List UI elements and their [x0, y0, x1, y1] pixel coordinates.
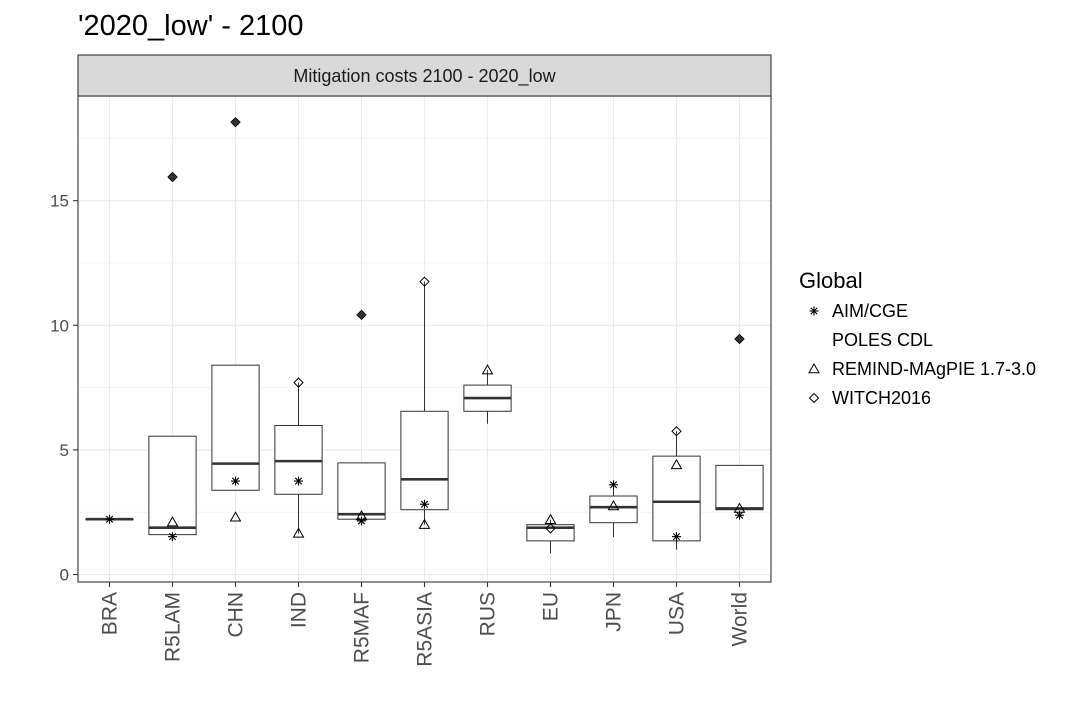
point-asterisk: [420, 499, 429, 509]
box-r5asia: [400, 281, 449, 525]
box-body: [400, 410, 449, 511]
point-triangle: [355, 509, 368, 521]
facet-strip: [77, 54, 772, 97]
point-asterisk: [672, 532, 681, 542]
point-diamond: [545, 523, 556, 534]
x-tick-label: R5ASIA: [414, 592, 437, 667]
legend-label: REMIND-MAgPIE 1.7-3.0: [832, 359, 1036, 379]
chart-title: '2020_low' - 2100: [78, 10, 304, 42]
y-tick-label: 15: [50, 192, 69, 211]
data-points: [105, 116, 746, 542]
box-ind: [274, 382, 323, 534]
box-body: [148, 435, 197, 536]
point-asterisk: [105, 514, 114, 524]
x-tick-label: IND: [288, 592, 311, 628]
legend: Global AIM/CGE POLES CDL REMIND-MAgPIE 1.7…: [799, 268, 1036, 408]
box-outlier: [232, 118, 239, 126]
asterisk-stroke: [357, 517, 366, 525]
point-diamond: [734, 333, 745, 345]
point-asterisk: [168, 532, 177, 542]
point-asterisk: [231, 476, 240, 486]
point-triangle: [733, 502, 746, 513]
x-tick-label: CHN: [225, 592, 248, 638]
box-body: [652, 455, 701, 542]
point-asterisk: [357, 516, 366, 526]
legend-items: AIM/CGE POLES CDL REMIND-MAgPIE 1.7-3.0 WIT…: [808, 301, 1036, 408]
x-tick-label: RUS: [477, 592, 500, 636]
x-tick-label: EU: [540, 592, 563, 621]
point-diamond: [293, 377, 304, 388]
legend-title: Global: [799, 268, 863, 293]
point-triangle: [670, 458, 683, 470]
legend-item: AIM/CGE: [809, 301, 908, 321]
legend-key-asterisk: [809, 306, 819, 316]
asterisk-stroke: [168, 533, 177, 541]
legend-item: REMIND-MAgPIE 1.7-3.0: [808, 359, 1036, 379]
asterisk-stroke: [105, 515, 114, 523]
legend-label: POLES CDL: [832, 330, 933, 350]
x-tick-label: R5LAM: [162, 592, 185, 662]
box-world: [715, 335, 764, 511]
point-triangle: [166, 516, 179, 527]
asterisk-stroke: [810, 307, 818, 315]
point-diamond: [671, 426, 682, 437]
facet-strip-label: Mitigation costs 2100 - 2020_low: [293, 66, 556, 87]
point-asterisk: [294, 476, 303, 486]
point-triangle: [481, 364, 494, 375]
y-tick-label: 5: [60, 441, 69, 460]
box-outlier: [736, 335, 743, 343]
legend-key-diamond: [808, 392, 820, 404]
point-diamond: [356, 309, 367, 321]
legend-key-triangle: [808, 362, 820, 374]
asterisk-stroke: [609, 481, 618, 489]
x-tick-label: JPN: [603, 592, 626, 632]
asterisk-stroke: [231, 477, 240, 485]
box-usa: [652, 431, 701, 550]
legend-label: AIM/CGE: [832, 301, 908, 321]
box-body: [211, 364, 260, 491]
x-tick-label: World: [729, 592, 752, 646]
point-diamond: [230, 116, 241, 128]
y-tick-label: 0: [60, 566, 69, 585]
asterisk-stroke: [420, 500, 429, 508]
point-asterisk: [609, 480, 618, 490]
box-rus: [463, 370, 512, 424]
point-triangle: [607, 499, 620, 511]
point-triangle: [418, 518, 431, 529]
asterisk-stroke: [294, 477, 303, 485]
x-tick-label: USA: [666, 592, 689, 635]
boxplots: [85, 118, 764, 554]
point-triangle: [229, 511, 242, 522]
legend-item: WITCH2016: [808, 388, 931, 408]
x-tick-label: BRA: [99, 592, 122, 635]
box-chn: [211, 118, 260, 491]
axes: 0 5 10 15 BRA R5LAM CHN IND R5MAF R5ASIA RUS EU JPN U…: [50, 192, 751, 667]
box-outlier: [358, 311, 365, 319]
box-body: [715, 464, 764, 511]
legend-item: POLES CDL: [832, 330, 933, 350]
box-outlier: [169, 173, 176, 181]
x-tick-label: R5MAF: [351, 592, 374, 663]
point-diamond: [419, 276, 430, 287]
box-r5maf: [337, 311, 386, 520]
asterisk-stroke: [672, 533, 681, 541]
legend-label: WITCH2016: [832, 388, 931, 408]
point-triangle: [292, 527, 305, 538]
y-tick-label: 10: [50, 316, 69, 335]
point-diamond: [167, 171, 178, 183]
asterisk-stroke: [735, 511, 744, 519]
box-body: [337, 462, 386, 520]
